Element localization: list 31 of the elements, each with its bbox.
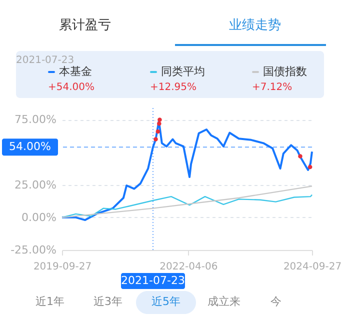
legend-label: 本基金 (59, 65, 92, 78)
point (158, 118, 162, 122)
point (308, 164, 312, 170)
y-tick-label: 25.00% (14, 178, 56, 192)
ref-line-label: 2021-07-23 (121, 274, 185, 287)
text: 业绩走势 (229, 18, 281, 33)
point (154, 137, 158, 142)
text: 成立来 (208, 295, 240, 308)
legend-label: 同类平均 (161, 65, 205, 78)
ref-line-label: 54.00% (9, 140, 51, 154)
point (157, 122, 162, 126)
legend-label: 国债指数 (263, 65, 307, 78)
x-tick-label: 2022-04-06 (160, 262, 218, 272)
text: 近3年 (94, 295, 122, 308)
y-tick-label: -25.00% (10, 244, 56, 256)
text: +7.12% (252, 82, 292, 93)
point (156, 129, 160, 134)
y-tick-label: 0.00% (22, 210, 56, 224)
text: 近5年 (152, 295, 180, 308)
text: 2021-07-23 (16, 55, 74, 66)
line-series (61, 186, 313, 218)
text: +54.00% (48, 82, 95, 93)
text: 累计盈亏 (59, 18, 111, 33)
line-series (61, 194, 313, 218)
point (298, 154, 302, 158)
x-tick-label: 2024-09-27 (283, 262, 342, 272)
x-tick-label: 2019-09-27 (33, 262, 92, 272)
text: 近1年 (36, 295, 64, 308)
text: 今 (270, 295, 282, 308)
text: +12.95% (150, 82, 197, 93)
y-tick-label: 75.00% (14, 113, 56, 126)
